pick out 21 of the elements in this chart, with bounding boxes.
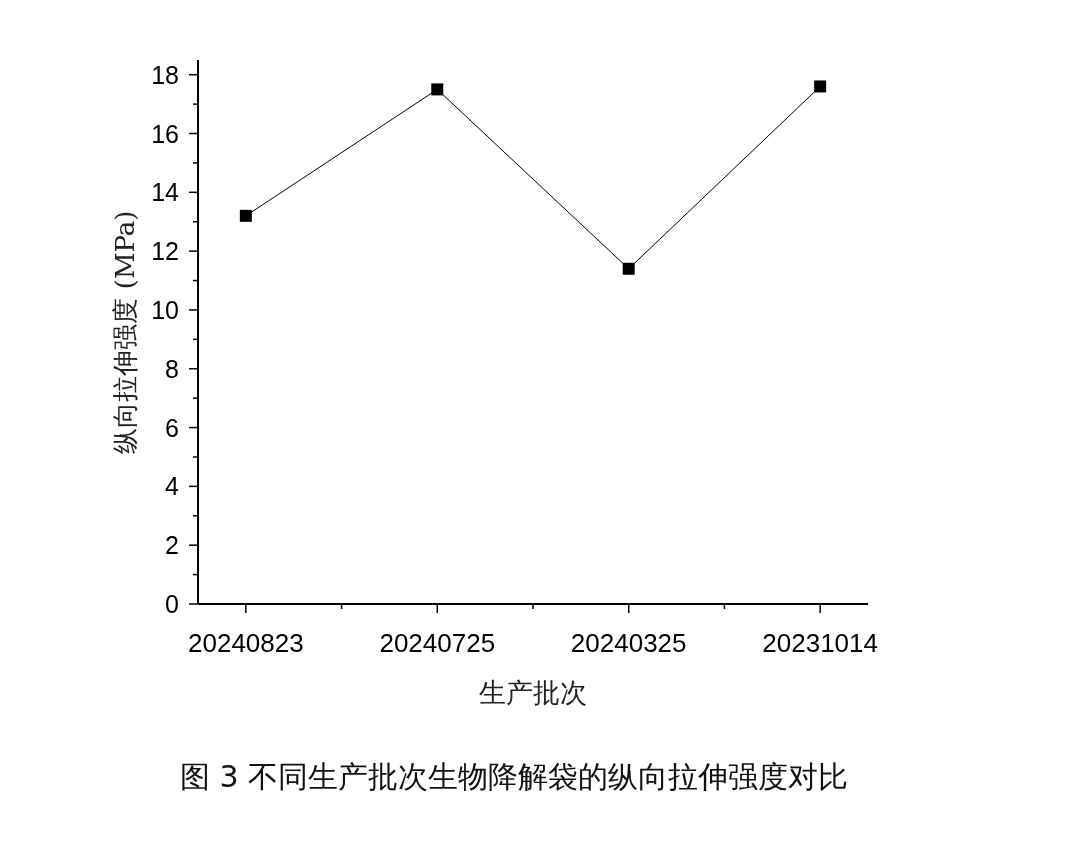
point <box>814 80 827 93</box>
y-tick-label: 10 <box>151 295 179 324</box>
y-tick-label: 2 <box>165 531 179 560</box>
y-axis-title: 纵向拉伸强度 (MPa) <box>110 210 140 454</box>
y-tick-label: 14 <box>151 178 180 207</box>
y-tick-label: 0 <box>165 590 179 618</box>
y-tick-label: 16 <box>151 119 179 148</box>
y-tick-label: 8 <box>165 354 179 383</box>
y-tick-label: 6 <box>165 413 179 442</box>
y-tick-label: 4 <box>165 472 180 501</box>
x-axis-title: 生产批次 <box>479 676 587 708</box>
x-tick-label: 20240325 <box>570 628 687 658</box>
x-tick-label: 20240823 <box>188 628 304 658</box>
text: 图 3 不同生产批次生物降解袋的纵向拉伸强度对比 <box>178 758 850 796</box>
x-tick-label: 20231014 <box>762 628 878 658</box>
point <box>239 209 252 222</box>
point <box>431 83 444 96</box>
y-tick-label: 18 <box>151 60 179 89</box>
point <box>622 262 635 275</box>
x-tick-label: 20240725 <box>379 628 496 658</box>
y-tick-label: 12 <box>151 237 179 266</box>
